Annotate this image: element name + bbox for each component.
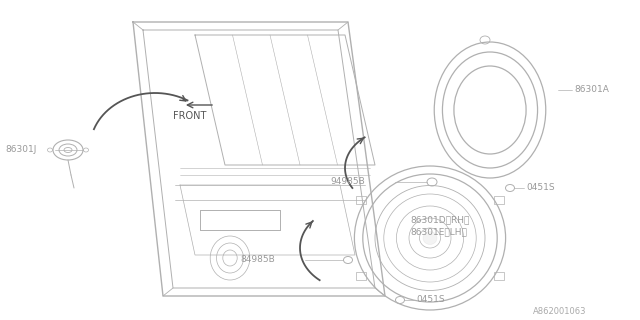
Text: FRONT: FRONT	[173, 111, 207, 121]
Bar	[356, 196, 365, 204]
Bar	[494, 196, 504, 204]
Text: 86301E〈LH〉: 86301E〈LH〉	[410, 228, 467, 236]
Text: 86301J: 86301J	[5, 146, 36, 155]
Text: 84985B: 84985B	[240, 255, 275, 265]
Ellipse shape	[423, 231, 437, 244]
Text: A862001063: A862001063	[533, 308, 587, 316]
Text: 86301A: 86301A	[574, 85, 609, 94]
Text: 0451S: 0451S	[416, 295, 445, 305]
Text: 0451S: 0451S	[526, 183, 555, 193]
Bar	[494, 272, 504, 280]
Bar	[356, 272, 365, 280]
Text: 94985B: 94985B	[330, 178, 365, 187]
Text: 86301D〈RH〉: 86301D〈RH〉	[410, 215, 469, 225]
